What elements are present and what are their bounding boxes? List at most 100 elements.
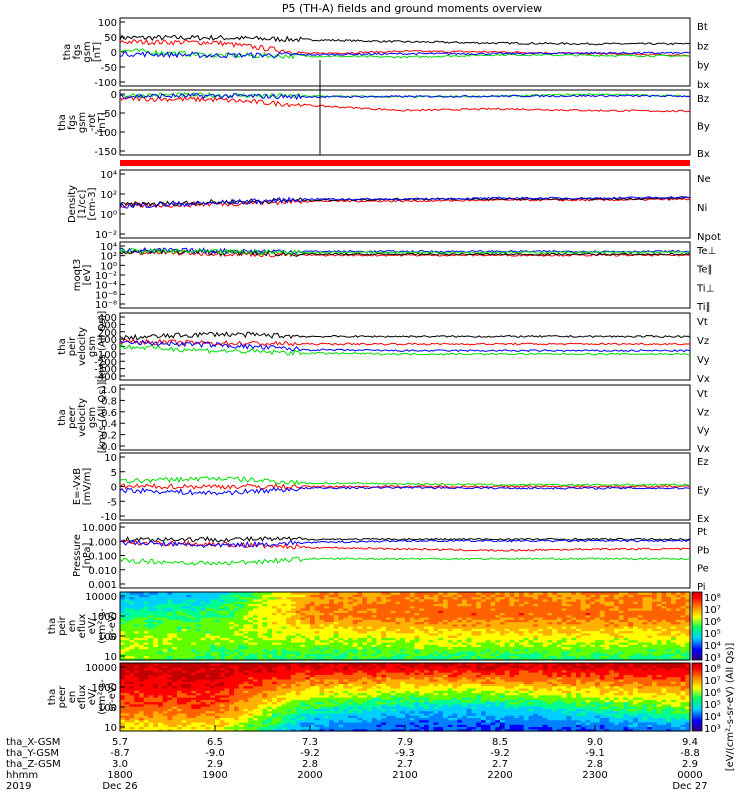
heatmap-cell	[319, 619, 325, 623]
heatmap-cell	[120, 708, 126, 712]
series-Vz-line	[119, 338, 691, 347]
heatmap-cell	[286, 694, 292, 698]
heatmap-cell	[215, 657, 221, 661]
heatmap-cell	[238, 728, 245, 732]
heatmap-cell	[419, 603, 425, 607]
heatmap-cell	[300, 701, 306, 705]
heatmap-cell	[162, 598, 169, 602]
heatmap-cell	[599, 610, 606, 613]
heatmap-cell	[124, 683, 131, 687]
heatmap-cell	[457, 650, 463, 654]
heatmap-cell	[395, 610, 401, 613]
heatmap-cell	[291, 610, 297, 613]
heatmap-cell	[143, 724, 150, 728]
heatmap-cell	[595, 635, 601, 638]
heatmap-cell	[533, 655, 539, 659]
heatmap-cell	[585, 641, 591, 645]
heatmap-cell	[310, 603, 316, 607]
heatmap-cell	[205, 721, 211, 725]
heatmap-cell	[295, 646, 302, 650]
heatmap-cell	[324, 641, 330, 645]
heatmap-cell	[557, 648, 563, 652]
heatmap-cell	[352, 605, 359, 609]
heatmap-cell	[219, 676, 226, 680]
heatmap-cell	[666, 623, 672, 627]
heatmap-cell	[177, 685, 183, 689]
heatmap-cell	[139, 676, 145, 680]
heatmap-cell	[276, 596, 283, 600]
heatmap-cell	[367, 657, 373, 661]
colorbar-tick-label: 10⁵	[704, 629, 721, 640]
heatmap-cell	[348, 614, 354, 618]
heatmap-cell	[424, 641, 430, 645]
heatmap-cell	[405, 635, 411, 638]
heatmap-cell	[319, 657, 325, 661]
heatmap-cell	[319, 635, 325, 638]
heatmap-cell	[633, 603, 639, 607]
heatmap-cell	[357, 639, 363, 643]
heatmap-cell	[276, 598, 283, 602]
heatmap-cell	[139, 721, 145, 725]
heatmap-cell	[210, 690, 216, 694]
heatmap-cell	[462, 621, 468, 625]
heatmap-cell	[381, 644, 387, 647]
heatmap-cell	[538, 626, 544, 629]
heatmap-cell	[272, 692, 278, 696]
heatmap-cell	[229, 628, 235, 632]
heatmap-cell	[272, 672, 278, 675]
heatmap-cell	[666, 621, 672, 625]
heatmap-cell	[428, 644, 435, 647]
heatmap-cell	[528, 592, 534, 595]
heatmap-cell	[409, 598, 416, 602]
heatmap-cell	[210, 612, 216, 616]
heatmap-cell	[295, 694, 302, 698]
heatmap-cell	[196, 644, 202, 647]
heatmap-cell	[148, 690, 154, 694]
heatmap-cell	[191, 665, 197, 669]
heatmap-cell	[371, 639, 378, 643]
heatmap-cell	[172, 712, 178, 716]
heatmap-cell	[186, 687, 192, 691]
heatmap-cell	[338, 605, 344, 609]
heatmap-cell	[433, 592, 439, 595]
heatmap-cell	[200, 598, 207, 602]
heatmap-cell	[305, 644, 311, 647]
heatmap-cell	[542, 612, 549, 616]
y-axis-label: E=-VxB[mV/m]	[72, 468, 93, 506]
heatmap-cell	[652, 632, 658, 636]
heatmap-cell	[386, 637, 392, 641]
heatmap-cell	[519, 619, 525, 623]
heatmap-cell	[172, 632, 178, 636]
heatmap-cell	[234, 706, 240, 709]
heatmap-cell	[675, 657, 682, 661]
heatmap-cell	[405, 641, 411, 645]
heatmap-cell	[243, 674, 249, 678]
heatmap-cell	[514, 639, 520, 643]
heatmap-cell	[200, 644, 207, 647]
heatmap-cell	[371, 635, 378, 638]
heatmap-cell	[561, 628, 568, 632]
heatmap-cell	[352, 592, 359, 595]
heatmap-cell	[257, 619, 264, 623]
heatmap-cell	[124, 724, 131, 728]
heatmap-cell	[557, 653, 563, 657]
heatmap-cell	[595, 603, 601, 607]
heatmap-cell	[405, 623, 411, 627]
heatmap-cell	[367, 639, 373, 643]
heatmap-cell	[552, 621, 558, 625]
heatmap-cell	[224, 678, 230, 682]
heatmap-cell	[291, 710, 297, 714]
heatmap-cell	[314, 626, 321, 629]
heatmap-cell	[381, 628, 387, 632]
heatmap-cell	[580, 612, 587, 616]
heatmap-cell	[267, 607, 273, 611]
heatmap-cell	[143, 635, 150, 638]
heatmap-cell	[210, 650, 216, 654]
heatmap-cell	[500, 592, 506, 595]
heatmap-cell	[219, 667, 226, 671]
heatmap-cell	[329, 619, 335, 623]
heatmap-cell	[324, 610, 330, 613]
heatmap-cell	[248, 594, 254, 598]
heatmap-cell	[196, 678, 202, 682]
heatmap-cell	[205, 690, 211, 694]
